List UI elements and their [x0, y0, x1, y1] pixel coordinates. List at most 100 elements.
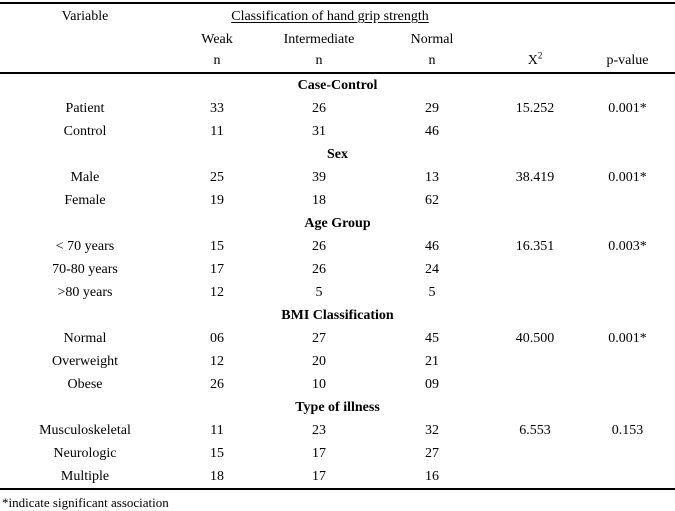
table-body: Case-Control Patient 33 26 29 15.252 0.0… — [0, 73, 675, 490]
row-label: Obese — [67, 376, 103, 392]
normal-n-header: n — [374, 50, 490, 74]
empty-header-cell — [580, 3, 675, 30]
cell-p-value — [580, 189, 675, 212]
table-row: Normal 06 27 45 40.500 0.001* — [0, 327, 675, 350]
group-label: Age Group — [304, 215, 371, 231]
cell-normal: 27 — [425, 445, 439, 461]
table-row: Control 11 31 46 — [0, 120, 675, 143]
table-row: Neurologic 15 17 27 — [0, 442, 675, 465]
normal-column-header: Normal — [410, 32, 454, 47]
cell-weak: 33 — [210, 100, 224, 116]
cell-chi-square — [490, 120, 580, 143]
weak-n-header: n — [170, 50, 264, 74]
table-row: Musculoskeletal 11 23 32 6.553 0.153 — [0, 419, 675, 442]
cell-intermediate: 26 — [312, 100, 326, 116]
significance-footnote: *indicate significant association — [2, 495, 169, 510]
cell-weak: 11 — [210, 422, 224, 438]
table-header: Variable Classification of hand grip str… — [0, 3, 675, 74]
cell-chi-square: 6.553 — [519, 422, 551, 438]
group-header-row: Type of illness — [0, 396, 675, 419]
cell-chi-square — [490, 373, 580, 396]
cell-normal: 09 — [425, 376, 439, 392]
chi-square-exponent: 2 — [537, 50, 543, 61]
table-row: Multiple 18 17 16 — [0, 465, 675, 490]
header-row-3: n n n X2 p-value — [0, 50, 675, 74]
empty-header-cell — [580, 30, 675, 50]
cell-chi-square — [490, 189, 580, 212]
row-label: Female — [64, 192, 106, 208]
empty-header-cell — [490, 3, 580, 30]
cell-p-value: 0.003* — [608, 238, 647, 254]
table-row: >80 years 12 5 5 — [0, 281, 675, 304]
cell-intermediate: 26 — [312, 238, 326, 254]
cell-intermediate: 5 — [315, 284, 323, 300]
table-row: < 70 years 15 26 46 16.351 0.003* — [0, 235, 675, 258]
header-row-1: Variable Classification of hand grip str… — [0, 3, 675, 30]
cell-normal: 13 — [425, 169, 439, 185]
cell-normal: 46 — [425, 123, 439, 139]
row-label: Multiple — [0, 465, 170, 490]
table-row: Overweight 12 20 21 — [0, 350, 675, 373]
group-label: Case-Control — [297, 77, 378, 93]
cell-chi-square: 16.351 — [515, 238, 555, 254]
cell-normal: 21 — [425, 353, 439, 369]
row-label: Male — [70, 169, 100, 185]
cell-chi-square: 15.252 — [515, 100, 555, 116]
cell-intermediate: 10 — [312, 376, 326, 392]
cell-normal: 46 — [425, 238, 439, 254]
cell-chi-square: 38.419 — [515, 169, 555, 185]
cell-normal: 16 — [374, 465, 490, 490]
cell-weak: 26 — [210, 376, 224, 392]
empty-header-cell — [0, 50, 170, 74]
group-header-row: Case-Control — [0, 73, 675, 97]
cell-weak: 15 — [210, 238, 224, 254]
cell-chi-square — [490, 350, 580, 373]
weak-column-header: Weak — [201, 32, 233, 47]
cell-weak: 12 — [210, 284, 224, 300]
classification-span-title: Classification of hand grip strength — [231, 9, 429, 24]
cell-intermediate: 20 — [312, 353, 326, 369]
cell-weak: 17 — [210, 261, 224, 277]
cell-intermediate: 18 — [312, 192, 326, 208]
intermediate-column-header: Intermediate — [283, 32, 355, 47]
cell-chi-square — [490, 442, 580, 465]
row-label: Musculoskeletal — [39, 422, 131, 438]
cell-weak: 15 — [210, 445, 224, 461]
row-label: Patient — [65, 100, 105, 116]
cell-chi-square — [490, 258, 580, 281]
cell-chi-square: 40.500 — [515, 330, 555, 346]
table-row: Male 25 39 13 38.419 0.001* — [0, 166, 675, 189]
row-label: >80 years — [57, 284, 113, 300]
cell-normal: 62 — [425, 192, 439, 208]
variable-column-header: Variable — [61, 9, 109, 24]
group-label: BMI Classification — [281, 307, 394, 323]
cell-p-value — [580, 350, 675, 373]
row-label: Control — [63, 123, 107, 139]
row-label: < 70 years — [55, 238, 115, 254]
cell-weak: 19 — [210, 192, 224, 208]
cell-p-value: 0.001* — [608, 100, 647, 116]
cell-p-value — [580, 281, 675, 304]
cell-normal: 45 — [425, 330, 439, 346]
intermediate-n-header: n — [264, 50, 374, 74]
cell-weak: 18 — [170, 465, 264, 490]
cell-intermediate: 17 — [312, 445, 326, 461]
row-label: 70-80 years — [52, 261, 118, 277]
group-label: Sex — [327, 146, 348, 162]
table-row: Patient 33 26 29 15.252 0.001* — [0, 97, 675, 120]
p-value-header: p-value — [580, 50, 675, 74]
cell-intermediate: 17 — [264, 465, 374, 490]
cell-normal: 29 — [425, 100, 439, 116]
cell-intermediate: 31 — [312, 123, 326, 139]
row-label: Normal — [63, 330, 107, 346]
classification-span-header: Classification of hand grip strength — [170, 3, 490, 30]
table-row: 70-80 years 17 26 24 — [0, 258, 675, 281]
table-row: Female 19 18 62 — [0, 189, 675, 212]
chi-square-base: X — [527, 53, 538, 68]
cell-p-value — [580, 373, 675, 396]
cell-p-value — [580, 120, 675, 143]
cell-normal: 5 — [428, 284, 436, 300]
cell-weak: 06 — [210, 330, 224, 346]
cell-weak: 25 — [210, 169, 224, 185]
